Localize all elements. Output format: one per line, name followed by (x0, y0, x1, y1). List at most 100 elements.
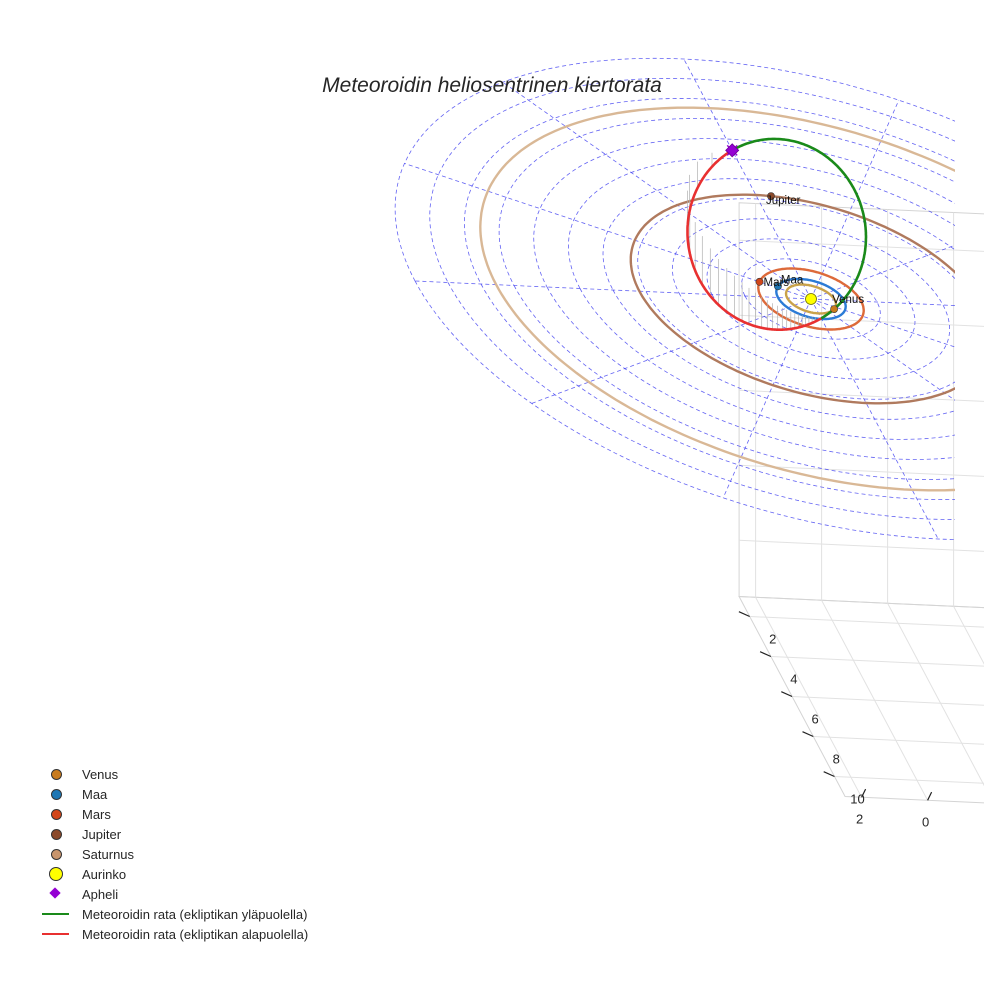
legend-label: Venus (82, 766, 119, 782)
legend-label: Apheli (82, 886, 119, 902)
legend-dot-icon (51, 789, 62, 800)
y-axis-tick (759, 651, 772, 658)
ecliptic-spoke (810, 244, 955, 300)
planet-jupiter-marker (767, 192, 775, 200)
ecliptic-spoke (810, 298, 955, 401)
planet-maa-label: Maa (781, 274, 804, 286)
legend-item: Saturnus (40, 844, 308, 864)
y-axis-tick (781, 691, 793, 698)
ecliptic-ring (533, 138, 955, 460)
orbit-jupiter (629, 193, 955, 405)
legend-dot-icon (51, 829, 62, 840)
ecliptic-spoke (810, 298, 955, 348)
legend-swatch (40, 864, 74, 884)
ecliptic-ring (498, 118, 955, 480)
legend-diamond-icon (49, 887, 61, 899)
axis-ticks: −6−4−20224681020−2−4−6 (738, 611, 933, 829)
legend-item: Meteoroidin rata (ekliptikan alapuolella… (40, 924, 308, 944)
ecliptic-spoke (683, 58, 812, 300)
y-axis-label: 2 (769, 632, 776, 647)
legend-line-icon (42, 913, 69, 915)
ecliptic-spoke (414, 280, 812, 300)
legend-swatch (40, 904, 74, 924)
ecliptic-spoke (810, 298, 939, 540)
back-pane (738, 202, 984, 609)
legend-label: Maa (82, 786, 108, 802)
legend-item: Maa (40, 784, 308, 804)
ecliptic-spoke (810, 298, 955, 306)
legend-label: Aurinko (82, 866, 127, 882)
legend-label: Mars (82, 806, 111, 822)
floor-gridline-x (953, 606, 984, 665)
legend-line-icon (42, 933, 69, 935)
legend-label: Meteoroidin rata (ekliptikan alapuolella… (82, 926, 309, 942)
legend-swatch (40, 764, 74, 784)
y-axis-tick (823, 771, 835, 778)
legend-swatch (40, 824, 74, 844)
legend-label: Meteoroidin rata (ekliptikan yläpuolella… (82, 906, 308, 922)
ecliptic-spoke (810, 100, 900, 300)
ecliptic-spoke (722, 298, 812, 498)
orbit-mars (757, 267, 865, 331)
aphelion-marker (725, 143, 740, 158)
legend-item: Meteoroidin rata (ekliptikan yläpuolella… (40, 904, 308, 924)
x-axis-label: 2 (856, 811, 863, 826)
legend-label: Jupiter (82, 826, 122, 842)
planet-venus-label: Venus (832, 294, 864, 306)
legend-item: Mars (40, 804, 308, 824)
legend-item: Aurinko (40, 864, 308, 884)
back-gridline-z (739, 539, 984, 552)
orbit-venus (784, 283, 838, 315)
orbit-drop-lines (687, 152, 819, 330)
meteoroid-orbit-above (731, 137, 868, 320)
legend-item: Apheli (40, 884, 308, 904)
sun-marker (805, 293, 817, 305)
legend-sun-icon (49, 867, 63, 881)
planet-mars-marker (755, 277, 764, 286)
ecliptic-ring (602, 178, 955, 420)
y-axis-tick (802, 731, 814, 738)
y-axis-label: 4 (790, 672, 797, 687)
legend-swatch (40, 784, 74, 804)
planet-mars-label: Mars (764, 277, 790, 289)
back-gridline-z (739, 239, 984, 252)
x-axis-tick (927, 791, 933, 801)
y-axis-label: 6 (811, 712, 818, 727)
ecliptic-spoke (404, 163, 812, 300)
legend-item: Venus (40, 764, 308, 784)
chart-title: Meteoroidin heliosentrinen kiertorata (322, 74, 662, 97)
planet-orbits (479, 106, 955, 492)
legend-swatch (40, 924, 74, 944)
legend: Venus Maa Mars Jupiter Saturnus Aurinko Apheli… (40, 764, 308, 944)
x-axis-tick (861, 788, 867, 798)
legend-dot-icon (51, 809, 62, 820)
legend-label: Saturnus (82, 846, 135, 862)
orbit-saturnus (479, 106, 955, 492)
x-axis-label: 0 (922, 814, 929, 829)
axes-panes (738, 202, 984, 804)
planet-venus-marker (830, 305, 838, 313)
meteoroid-orbit-below (686, 149, 823, 331)
legend-swatch (40, 804, 74, 824)
planet-maa-marker (774, 282, 782, 291)
legend-dot-icon (51, 849, 62, 860)
back-gridline-z (739, 464, 984, 477)
y-axis-label: 10 (850, 792, 864, 807)
legend-item: Jupiter (40, 824, 308, 844)
legend-dot-icon (51, 769, 62, 780)
y-axis-tick (738, 611, 750, 618)
ecliptic-grid (394, 57, 955, 540)
floor-gridline-y (770, 656, 984, 667)
legend-swatch (40, 884, 74, 904)
floor-gridline-y (749, 616, 984, 628)
floor-gridline-y (834, 776, 984, 784)
floor-gridline-y (792, 696, 984, 706)
back-gridline-z (739, 314, 984, 327)
ecliptic-ring (394, 57, 955, 540)
floor-gridline-y (813, 736, 984, 745)
ecliptic-spoke (531, 298, 812, 404)
y-axis-label: 8 (833, 752, 840, 767)
legend-swatch (40, 844, 74, 864)
